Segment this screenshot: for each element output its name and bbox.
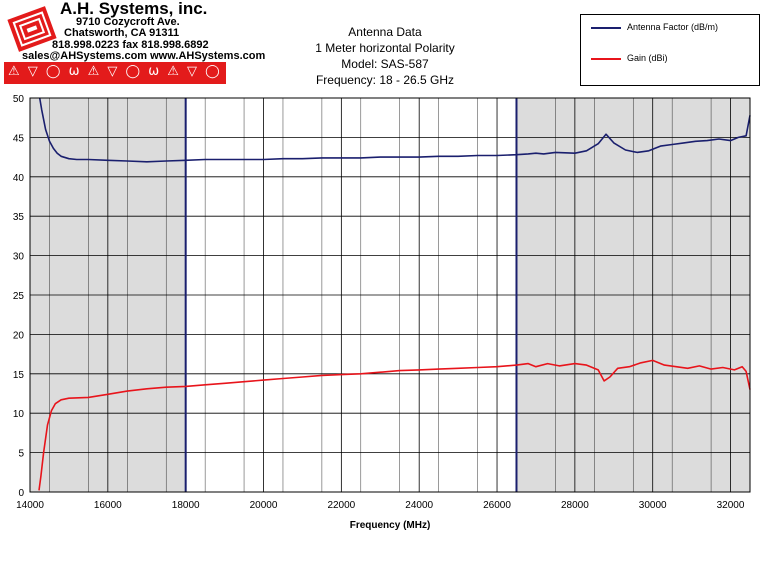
company-address-line1: 9710 Cozycroft Ave. [76, 16, 180, 28]
company-name: A.H. Systems, inc. [60, 0, 208, 18]
tick-labels: 14000 16000 18000 20000 22000 24000 26000 28000… [13, 94, 745, 511]
company-web: sales@AHSystems.com www.AHSystems.com [22, 50, 266, 62]
x-tick-label-32000: 32000 [717, 500, 745, 511]
x-tick-label-14000: 14000 [16, 500, 44, 511]
y-tick-label-0: 0 [18, 488, 24, 499]
legend-entry-gain: Gain (dBi) [591, 53, 668, 67]
x-tick-label-20000: 20000 [250, 500, 278, 511]
x-tick-label-24000: 24000 [405, 500, 433, 511]
plot-border [29, 97, 751, 493]
legend-label-gain: Gain (dBi) [627, 53, 668, 63]
y-tick-label-30: 30 [13, 252, 25, 263]
series-line-1 [38, 359, 751, 491]
x-tick-label-28000: 28000 [561, 500, 589, 511]
chart-title: Antenna Data 1 Meter horizontal Polarity… [270, 24, 500, 88]
x-tick-label-16000: 16000 [94, 500, 122, 511]
y-tick-label-45: 45 [13, 133, 25, 144]
chart-title-line1: Antenna Data [348, 25, 422, 39]
chart-title-line4: Frequency: 18 - 26.5 GHz [315, 73, 455, 87]
y-tick-label-15: 15 [13, 370, 25, 381]
antenna-icons: ⚠ ▽ ◯ ω ⚠ ▽ ◯ ω ⚠ ▽ ◯ ω [8, 64, 241, 79]
y-tick-label-50: 50 [13, 94, 25, 105]
y-tick-label-25: 25 [13, 291, 25, 302]
company-logo-icon [7, 6, 57, 52]
x-tick-label-22000: 22000 [327, 500, 355, 511]
x-tick-label-18000: 18000 [172, 500, 200, 511]
legend-swatch-antenna-factor [591, 26, 621, 29]
band-edge-lines [184, 98, 518, 492]
x-axis-label: Frequency (MHz) [350, 520, 431, 531]
logo-antenna-strip: ⚠ ▽ ◯ ω ⚠ ▽ ◯ ω ⚠ ▽ ◯ ω [4, 62, 239, 84]
chart-title-line2: 1 Meter horizontal Polarity [315, 41, 455, 55]
y-tick-label-5: 5 [18, 449, 24, 460]
chart-legend: Antenna Factor (dB/m) Gain (dBi) [580, 14, 760, 86]
legend-entry-antenna-factor: Antenna Factor (dB/m) [591, 22, 718, 36]
chart-title-line3: Model: SAS-587 [341, 57, 429, 71]
x-tick-label-26000: 26000 [483, 500, 511, 511]
y-tick-label-35: 35 [13, 212, 25, 223]
y-tick-label-20: 20 [13, 330, 25, 341]
legend-swatch-gain [591, 57, 621, 60]
series-line-0 [38, 97, 751, 163]
legend-label-antenna-factor: Antenna Factor (dB/m) [627, 22, 719, 32]
y-tick-label-40: 40 [13, 173, 25, 184]
y-tick-label-10: 10 [13, 409, 25, 420]
x-tick-label-30000: 30000 [639, 500, 667, 511]
data-series [38, 97, 751, 491]
company-address-line2: Chatsworth, CA 91311 [64, 27, 180, 39]
company-phone: 818.998.0223 fax 818.998.6892 [52, 39, 209, 51]
company-logo-block: A.H. Systems, inc. 9710 Cozycroft Ave. C… [2, 0, 265, 86]
